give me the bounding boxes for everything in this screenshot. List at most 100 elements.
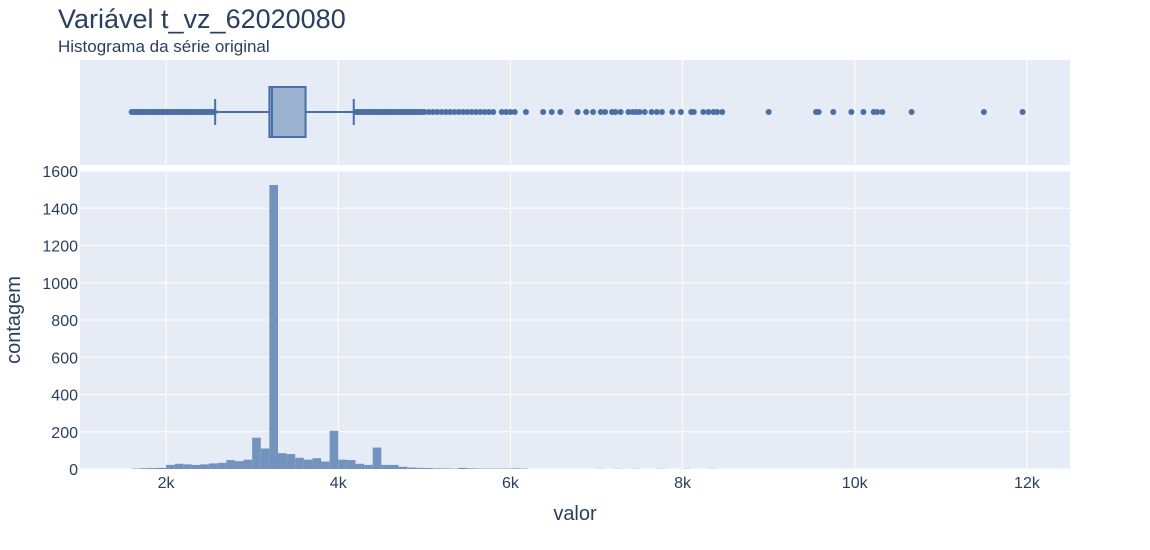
box-outlier-point (641, 109, 648, 115)
x-tick-label: 8k (674, 475, 692, 492)
box-outlier-point (980, 109, 987, 115)
histogram-bar (226, 460, 235, 469)
box-outlier-point (548, 109, 555, 115)
histogram-bar (260, 448, 270, 469)
box-outlier-point (442, 109, 449, 115)
box-outlier-point (490, 109, 497, 115)
x-tick-label: 4k (330, 475, 348, 492)
histogram-bar (346, 460, 356, 469)
box-outlier-point (473, 109, 479, 115)
histogram-bar (312, 458, 322, 469)
box-outlier-point (612, 109, 619, 115)
box-outlier-point (522, 109, 529, 115)
y-tick-label: 1600 (42, 164, 78, 181)
histogram-bar (269, 184, 278, 469)
box-outlier-point (625, 109, 632, 115)
histogram-bar (441, 468, 451, 469)
box-outlier-point (447, 109, 454, 115)
box-outlier-point (557, 109, 564, 115)
histogram-bar (166, 464, 175, 469)
box-outlier-point (468, 109, 475, 115)
histogram-bar (217, 462, 227, 469)
box-outlier-point (455, 109, 462, 115)
box-outlier-point (690, 109, 697, 115)
y-tick-label: 600 (51, 350, 78, 367)
box-outlier-point (677, 109, 684, 115)
box-outlier-point (860, 109, 867, 115)
box-outlier-point (583, 109, 590, 115)
box-outlier-point (511, 109, 518, 115)
box-outlier-point (464, 109, 471, 115)
box-outlier-point (669, 109, 676, 115)
x-tick-labels: 2k 4k 6k 8k 10k 12k (158, 475, 1041, 492)
box-outlier-point (477, 109, 484, 115)
histogram-bar (200, 464, 210, 469)
box-outlier-point (653, 109, 660, 115)
histogram-bar (252, 437, 261, 469)
y-tick-label: 800 (51, 313, 78, 330)
box-outlier-point (874, 109, 881, 115)
histogram-bar (372, 447, 382, 469)
box-outlier-point (700, 109, 707, 115)
chart-title: Variável t_vz_62020080 (58, 4, 346, 34)
box-outlier-point (879, 109, 886, 115)
box-outlier-point (815, 109, 822, 115)
histogram-bar (286, 454, 296, 469)
histogram-bar (295, 457, 304, 469)
box-iqr (268, 86, 307, 138)
histogram-bar (415, 467, 425, 469)
histogram-bar (355, 463, 365, 469)
box-outlier-point (421, 109, 428, 115)
box-outlier-point (574, 109, 581, 115)
histogram-bars (131, 184, 718, 469)
histogram-bar (183, 464, 192, 469)
box-outlier-point (714, 109, 721, 115)
y-tick-label: 1200 (42, 239, 78, 256)
y-tick-label: 0 (69, 462, 78, 479)
box-outlier-point (429, 109, 436, 115)
box-outlier-point (498, 109, 505, 115)
box-outlier-point (602, 109, 609, 115)
x-axis-title: valor (553, 503, 597, 525)
box-outlier-point (705, 109, 712, 115)
histogram-bar (278, 453, 287, 469)
x-tick-label: 12k (1014, 475, 1041, 492)
histogram-bar (407, 467, 416, 469)
box-outlier-point (540, 109, 547, 115)
box-outlier-point (648, 109, 655, 115)
box-plot (128, 86, 1026, 138)
histogram-bar (329, 430, 339, 469)
histogram-bar (243, 459, 253, 469)
histogram-bar (424, 468, 433, 469)
box-outlier-point (425, 109, 432, 115)
box-outlier-point (481, 109, 488, 115)
histogram-bar (303, 459, 313, 469)
histogram-bar (148, 468, 158, 469)
box-outlier-point (636, 109, 643, 115)
histogram-bar (510, 468, 520, 469)
histogram-bar (174, 463, 184, 469)
box-outlier-point (1019, 109, 1026, 115)
x-tick-label: 6k (502, 475, 520, 492)
box-outlier-point (211, 109, 218, 115)
histogram-bar (381, 464, 390, 469)
box-outlier-point (507, 109, 514, 115)
histogram-bar (398, 466, 408, 469)
y-tick-label: 400 (51, 388, 78, 405)
chart-subtitle: Histograma da série original (58, 37, 270, 56)
y-axis-title: contagem (3, 276, 25, 364)
box-outlier-point (830, 109, 837, 115)
box-outlier-point (451, 109, 458, 115)
box-outlier-point (597, 109, 604, 115)
box-outlier-point (617, 109, 624, 115)
x-tick-label: 10k (842, 475, 869, 492)
y-tick-labels: 0 200 400 600 800 1000 1200 1400 1600 (42, 164, 78, 479)
histogram-bar (467, 468, 476, 469)
box-outlier-point (434, 109, 441, 115)
box-outlier-point (719, 109, 726, 115)
x-tick-label: 2k (158, 475, 176, 492)
box-outlier-point (908, 109, 915, 115)
histogram-bar (338, 459, 347, 469)
box-outlier-point (848, 109, 855, 115)
